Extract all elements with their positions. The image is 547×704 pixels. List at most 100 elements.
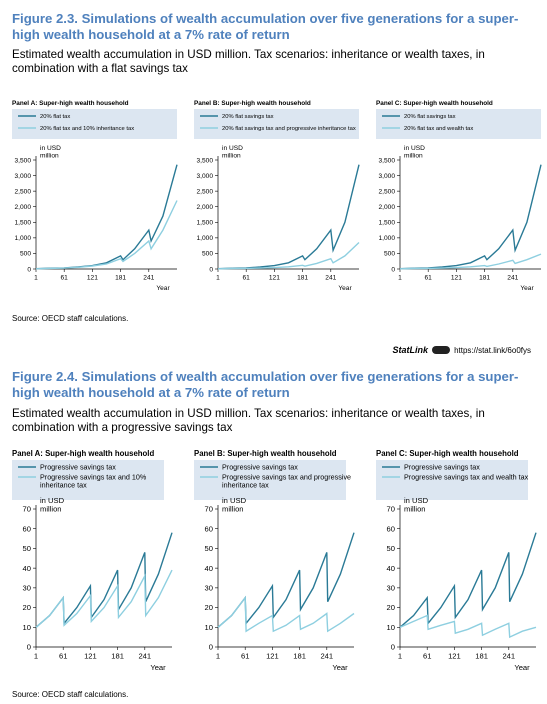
legend-label-0: 20% flat savings tax bbox=[404, 114, 456, 120]
series-line-1 bbox=[399, 614, 537, 639]
x-tick-label: 241 bbox=[507, 275, 518, 282]
y-tick-label: 40 bbox=[23, 564, 31, 573]
y-tick-label: 60 bbox=[23, 524, 31, 533]
y-tick-label: 60 bbox=[387, 524, 395, 533]
legend-label-1: 20% flat tax and 10% inheritance tax bbox=[40, 126, 134, 132]
x-tick-label: 61 bbox=[423, 652, 431, 661]
y-tick-label: 20 bbox=[205, 603, 213, 612]
legend-label-0: 20% flat savings tax bbox=[222, 114, 274, 120]
series-line-0 bbox=[399, 164, 542, 270]
y-tick-label: 2,000 bbox=[14, 204, 31, 211]
chart-panel-3: Panel A: Super-high wealth household Prog… bbox=[12, 449, 173, 672]
y-tick-label: 1,500 bbox=[14, 220, 31, 227]
statlink-url[interactable]: https://stat.link/6o0fys bbox=[454, 345, 531, 355]
y-axis-label: million bbox=[404, 505, 426, 514]
figure-2-3-source: Source: OECD staff calculations. bbox=[12, 314, 129, 323]
series-line-0 bbox=[35, 532, 173, 628]
y-tick-label: 40 bbox=[205, 564, 213, 573]
chart-panel-5: Panel C: Super-high wealth household Prog… bbox=[376, 449, 537, 672]
y-tick-label: 500 bbox=[20, 251, 31, 258]
x-tick-label: 61 bbox=[243, 275, 251, 282]
y-tick-label: 10 bbox=[205, 623, 213, 632]
y-tick-label: 1,000 bbox=[378, 235, 395, 242]
x-tick-label: 61 bbox=[425, 275, 433, 282]
y-tick-label: 0 bbox=[27, 643, 31, 652]
panel-title: Panel A: Super-high wealth household bbox=[12, 449, 154, 458]
statlink-word: StatLink bbox=[392, 345, 429, 355]
x-tick-label: 1 bbox=[398, 275, 402, 282]
x-tick-label: 181 bbox=[293, 652, 306, 661]
y-tick-label: 2,000 bbox=[196, 204, 213, 211]
y-tick-label: 3,000 bbox=[14, 173, 31, 180]
y-axis-label: in USD bbox=[40, 145, 61, 152]
series-line-1 bbox=[217, 241, 360, 270]
x-tick-label: 121 bbox=[87, 275, 98, 282]
y-tick-label: 40 bbox=[387, 564, 395, 573]
statlink[interactable]: StatLink https://stat.link/6o0fys bbox=[393, 345, 531, 355]
x-axis-label: Year bbox=[150, 663, 166, 672]
x-tick-label: 121 bbox=[84, 652, 97, 661]
y-tick-label: 0 bbox=[209, 643, 213, 652]
y-axis-label: in USD bbox=[222, 496, 247, 505]
figure-2-3-title: Figure 2.3. Simulations of wealth accumu… bbox=[12, 11, 519, 42]
legend-box bbox=[12, 109, 177, 139]
legend-box bbox=[376, 109, 541, 139]
y-tick-label: 30 bbox=[205, 584, 213, 593]
series-line-1 bbox=[35, 569, 173, 628]
figure-2-4-subtitle: Estimated wealth accumulation in USD mil… bbox=[12, 407, 485, 434]
x-tick-label: 121 bbox=[269, 275, 280, 282]
x-axis-label: Year bbox=[338, 285, 352, 292]
series-line-0 bbox=[217, 164, 360, 270]
x-tick-label: 61 bbox=[241, 652, 249, 661]
panel-title: Panel C: Super-high wealth household bbox=[376, 449, 519, 458]
legend-label-1: Progressive savings tax and wealth tax bbox=[404, 473, 529, 482]
x-axis-label: Year bbox=[520, 285, 534, 292]
y-axis-label: million bbox=[222, 153, 241, 160]
legend-box bbox=[376, 460, 528, 500]
y-tick-label: 3,500 bbox=[378, 157, 395, 164]
y-tick-label: 0 bbox=[27, 266, 31, 273]
y-tick-label: 2,500 bbox=[196, 188, 213, 195]
panel-title: Panel A: Super-high wealth household bbox=[12, 100, 129, 107]
x-tick-label: 241 bbox=[502, 652, 515, 661]
series-line-1 bbox=[217, 595, 355, 633]
y-tick-label: 70 bbox=[387, 505, 395, 514]
x-tick-label: 181 bbox=[475, 652, 488, 661]
legend-label-0: 20% flat tax bbox=[40, 114, 70, 120]
legend-box bbox=[194, 109, 359, 139]
legend-label-0: Progressive savings tax bbox=[40, 463, 116, 472]
x-tick-label: 121 bbox=[448, 652, 461, 661]
figure-2-3-subtitle: Estimated wealth accumulation in USD mil… bbox=[12, 48, 485, 75]
y-tick-label: 0 bbox=[391, 266, 395, 273]
legend-label-0: Progressive savings tax bbox=[404, 463, 480, 472]
y-axis-label: million bbox=[404, 153, 423, 160]
y-tick-label: 70 bbox=[205, 505, 213, 514]
statlink-logo-icon bbox=[432, 346, 451, 354]
figure-2-3-charts: Panel A: Super-high wealth household 20% … bbox=[12, 100, 542, 292]
x-tick-label: 241 bbox=[143, 275, 154, 282]
x-tick-label: 181 bbox=[115, 275, 126, 282]
x-tick-label: 1 bbox=[34, 652, 38, 661]
chart-panel-2: Panel C: Super-high wealth household 20% … bbox=[376, 100, 542, 292]
y-tick-label: 20 bbox=[23, 603, 31, 612]
legend-label-1: 20% flat tax and wealth tax bbox=[404, 126, 473, 132]
series-line-0 bbox=[217, 532, 355, 628]
y-tick-label: 30 bbox=[387, 584, 395, 593]
panel-title: Panel C: Super-high wealth household bbox=[376, 100, 493, 107]
legend-box bbox=[194, 460, 346, 500]
x-tick-label: 181 bbox=[479, 275, 490, 282]
x-tick-label: 121 bbox=[266, 652, 279, 661]
legend-label-1: Progressive savings tax and 10% bbox=[40, 473, 147, 482]
x-axis-label: Year bbox=[156, 285, 170, 292]
y-tick-label: 60 bbox=[205, 524, 213, 533]
x-tick-label: 1 bbox=[34, 275, 38, 282]
y-axis-label: in USD bbox=[404, 145, 425, 152]
y-tick-label: 0 bbox=[209, 266, 213, 273]
series-line-1 bbox=[399, 253, 542, 270]
figure-2-4-charts: Panel A: Super-high wealth household Prog… bbox=[12, 449, 537, 672]
y-tick-label: 50 bbox=[387, 544, 395, 553]
figure-2-4-title: Figure 2.4. Simulations of wealth accumu… bbox=[12, 369, 519, 400]
x-tick-label: 241 bbox=[325, 275, 336, 282]
series-line-1 bbox=[35, 200, 178, 270]
x-tick-label: 121 bbox=[451, 275, 462, 282]
